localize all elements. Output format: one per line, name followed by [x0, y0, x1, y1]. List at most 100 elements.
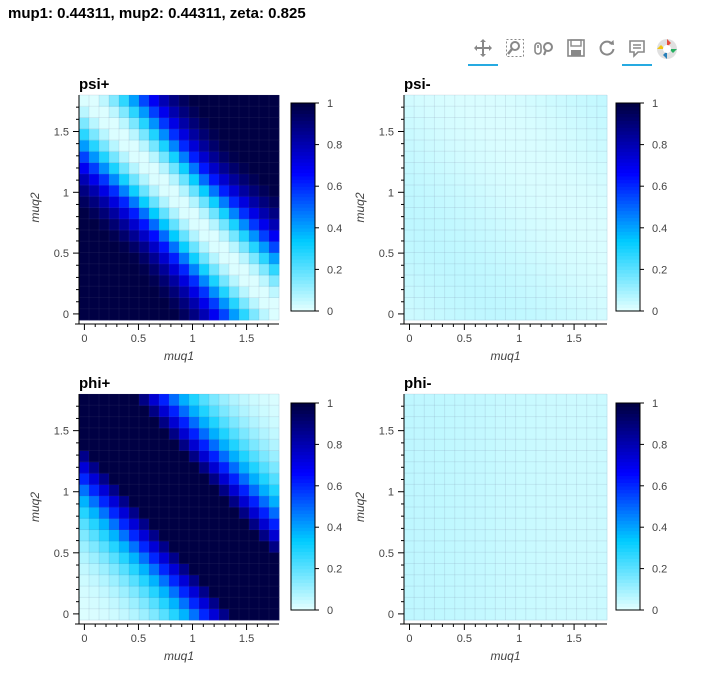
heatmap-cell [454, 540, 466, 553]
hover-tool-button[interactable] [622, 36, 652, 66]
heatmap-cell [159, 286, 170, 298]
heatmap-cell [249, 218, 260, 231]
heatmap-cell [546, 95, 557, 107]
heatmap-cell [209, 473, 220, 485]
heatmap-cell [424, 518, 435, 530]
colorbar-segment [291, 193, 315, 198]
colorbar-tick-label: 0.8 [327, 439, 342, 451]
heatmap-cell [269, 416, 280, 429]
heatmap-cell [79, 450, 90, 463]
heatmap-cell [475, 151, 486, 163]
x-axis-label: muq1 [490, 349, 520, 363]
heatmap-cell [505, 218, 517, 231]
reset-tool-button[interactable] [594, 36, 620, 66]
heatmap-cell [259, 252, 270, 265]
heatmap-cell [434, 529, 445, 542]
heatmap-cell [464, 162, 476, 175]
colorbar-segment [616, 120, 640, 125]
heatmap-cell [535, 552, 547, 564]
heatmap-cell [424, 106, 435, 118]
heatmap-cell [129, 173, 140, 186]
heatmap-cell [586, 450, 598, 463]
heatmap-cell [269, 484, 280, 497]
heatmap-cell [556, 95, 567, 107]
heatmap-cell [464, 263, 476, 276]
heatmap-cell [404, 151, 415, 163]
colorbar-segment [291, 544, 315, 549]
heatmap-cell [515, 495, 527, 508]
y-tick-label: 0 [63, 609, 69, 621]
colorbar-segment [616, 547, 640, 552]
heatmap-cell [566, 286, 577, 298]
heatmap-cell [229, 140, 240, 152]
colorbar-segment [616, 265, 640, 270]
heatmap-cell [404, 185, 415, 197]
heatmap-cell [485, 162, 496, 175]
pan-tool-button[interactable] [468, 36, 498, 66]
save-tool-button[interactable] [563, 36, 589, 66]
heatmap-cell [566, 241, 577, 253]
heatmap-cell [525, 563, 537, 576]
heatmap-cell [139, 552, 150, 564]
box-zoom-tool-button[interactable] [502, 36, 528, 66]
heatmap-cell [464, 563, 476, 576]
wheel-zoom-tool-button[interactable] [532, 36, 558, 66]
heatmap-cell [189, 218, 200, 231]
heatmap-cell [464, 230, 476, 242]
heatmap-cell [495, 252, 506, 265]
heatmap-cell [99, 427, 110, 440]
heatmap-cell [199, 507, 210, 519]
heatmap-cell [159, 529, 170, 542]
heatmap-cell [485, 185, 496, 197]
heatmap-cell [566, 196, 577, 208]
heatmap-cell [495, 151, 506, 163]
heatmap-cell [525, 297, 537, 310]
heatmap-cell [209, 416, 220, 429]
heatmap-cell [485, 230, 496, 242]
heatmap-panel: 0 0.5 1 1.500.511.5psi-muq1muq200.20.40.60.… [353, 76, 667, 363]
heatmap-cell [535, 529, 547, 542]
heatmap-cell [229, 574, 240, 587]
heatmap-cell [249, 151, 260, 163]
colorbar-segment [616, 189, 640, 194]
heatmap-cell [464, 241, 476, 253]
heatmap-cell [566, 230, 577, 242]
heatmap-cell [239, 263, 250, 276]
colorbar-segment [291, 300, 315, 305]
heatmap-cell [424, 241, 435, 253]
colorbar-segment [616, 175, 640, 180]
heatmap-cell [199, 552, 210, 564]
heatmap-cell [505, 252, 517, 265]
heatmap-cell [179, 563, 190, 576]
heatmap-cell [495, 495, 506, 508]
heatmap-cell [109, 297, 120, 310]
heatmap-cell [464, 207, 476, 220]
heatmap-cell [149, 207, 160, 220]
heatmap-cell [525, 461, 537, 474]
heatmap-cell [129, 95, 140, 107]
colorbar-segment [291, 472, 315, 477]
heatmap-cell [219, 95, 230, 107]
heatmap-cell [404, 95, 415, 107]
heatmap-cell [414, 95, 425, 107]
heatmap-cell [89, 106, 100, 118]
heatmap-cell [495, 95, 506, 107]
heatmap-cell [189, 185, 200, 197]
bokeh-logo-link[interactable] [654, 36, 680, 66]
heatmap-cell [404, 495, 415, 508]
heatmap-cell [546, 252, 557, 265]
heatmap-cell [535, 405, 547, 417]
heatmap-cell [586, 586, 598, 598]
heatmap-cell [149, 405, 160, 417]
heatmap-cell [404, 518, 415, 530]
colorbar-tick-label: 0.2 [327, 564, 342, 576]
heatmap-cell [475, 106, 486, 118]
heatmap-cell [259, 450, 270, 463]
heatmap-cell [249, 608, 260, 621]
heatmap-cell [239, 552, 250, 564]
heatmap-cell [239, 173, 250, 186]
heatmap-cell [586, 275, 598, 287]
heatmap-cell [434, 394, 445, 406]
heatmap-cell [129, 218, 140, 231]
heatmap-cell [414, 128, 425, 141]
